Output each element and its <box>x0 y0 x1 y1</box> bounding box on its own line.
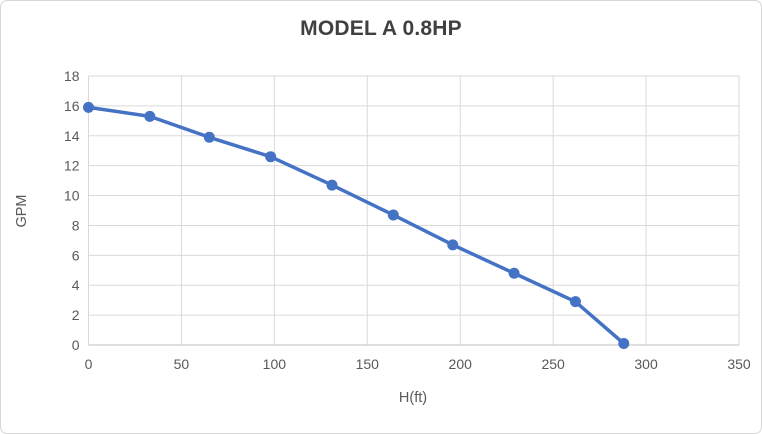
data-point-marker <box>447 239 459 251</box>
x-tick-label: 150 <box>356 356 380 372</box>
x-tick-label: 200 <box>449 356 473 372</box>
y-tick-label: 6 <box>72 247 80 263</box>
y-tick-label: 10 <box>64 188 80 204</box>
y-tick-label: 16 <box>64 98 80 114</box>
x-tick-label: 350 <box>727 356 751 372</box>
chart-title: MODEL A 0.8HP <box>300 17 462 40</box>
x-tick-label: 0 <box>85 356 93 372</box>
data-point-marker <box>508 267 520 279</box>
x-axis-title: H(ft) <box>398 390 428 406</box>
data-point-marker <box>618 338 630 350</box>
data-point-marker <box>83 101 94 113</box>
series-line <box>86 105 626 346</box>
data-point-marker <box>203 131 215 143</box>
data-point-marker <box>144 110 156 122</box>
y-axis-title: GPM <box>14 194 30 228</box>
x-tick-label: 250 <box>541 356 565 372</box>
data-point-marker <box>326 179 338 191</box>
data-point-marker <box>265 151 277 163</box>
y-tick-label: 18 <box>64 68 80 84</box>
x-tick-label: 300 <box>634 356 658 372</box>
y-tick-label: 8 <box>72 217 80 233</box>
y-tick-label: 2 <box>72 307 80 323</box>
x-tick-label: 100 <box>263 356 287 372</box>
y-tick-label: 4 <box>72 277 80 293</box>
y-tick-label: 14 <box>64 128 80 144</box>
y-tick-label: 12 <box>64 158 80 174</box>
data-point-marker <box>387 209 399 221</box>
x-tick-label: 50 <box>174 356 190 372</box>
data-point-marker <box>569 296 581 308</box>
y-tick-label: 0 <box>72 337 80 353</box>
